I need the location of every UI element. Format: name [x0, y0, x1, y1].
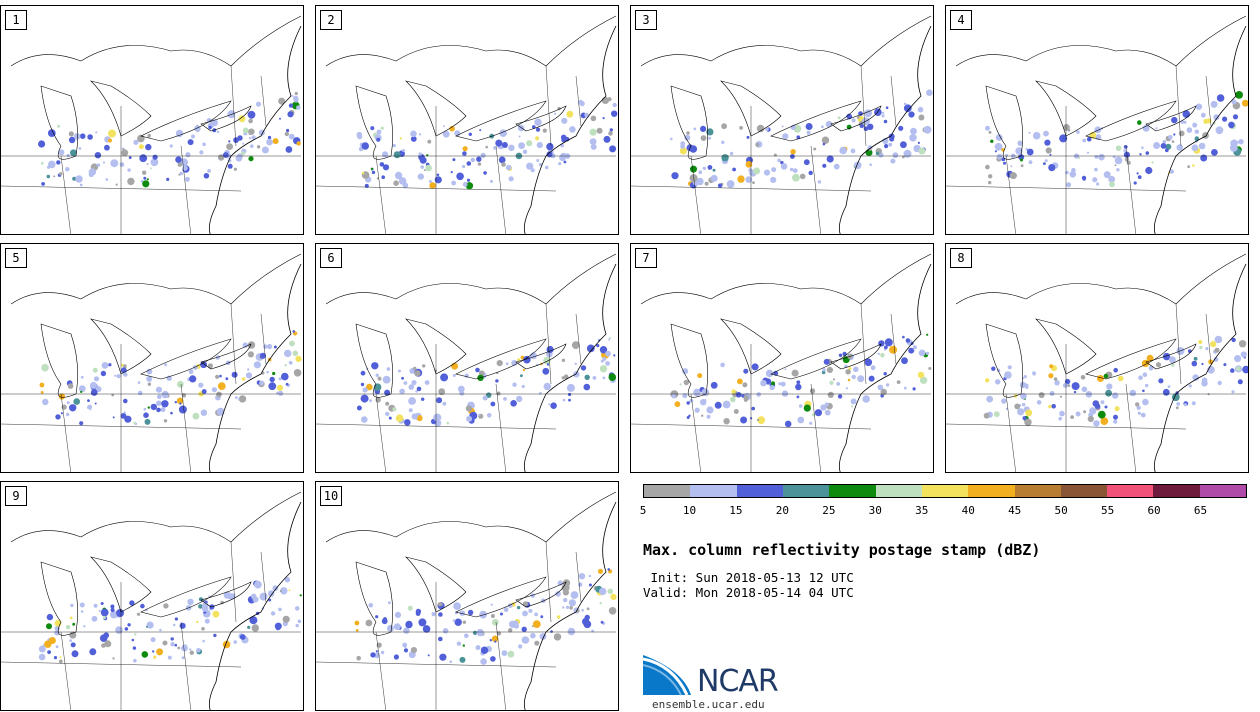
reflectivity-map [631, 253, 932, 472]
panel-label: 3 [635, 10, 657, 30]
map-panel: 4 [945, 5, 1249, 235]
colorbar-swatch [1199, 485, 1247, 497]
panel-label: 2 [320, 10, 342, 30]
reflectivity-map [316, 253, 617, 472]
reflectivity-map [946, 253, 1248, 472]
panel-label: 9 [5, 486, 27, 506]
colorbar-ticks: 5 10 15 20 25 30 35 40 45 50 55 60 65 [639, 504, 1247, 518]
panel-label: 4 [950, 10, 972, 30]
colorbar [643, 484, 1247, 498]
map-panel: 3 [630, 5, 934, 235]
colorbar-tick-label: 65 [1193, 504, 1208, 517]
colorbar-tick-label: 15 [729, 504, 743, 517]
map-panel: 7 [630, 243, 934, 473]
panel-label: 5 [5, 248, 27, 268]
reflectivity-map [1, 491, 302, 710]
colorbar-tick-label: 50 [1054, 504, 1068, 517]
map-panel: 10 [315, 481, 619, 711]
reflectivity-map [1, 15, 302, 234]
colorbar-swatch [1060, 485, 1108, 497]
panel-label: 8 [950, 248, 972, 268]
colorbar-tick-label: 20 [775, 504, 789, 517]
reflectivity-map [631, 15, 933, 234]
ncar-logo-icon [643, 655, 691, 696]
reflectivity-map [316, 15, 618, 234]
colorbar-swatch [782, 485, 830, 497]
colorbar-swatch [921, 485, 969, 497]
colorbar-swatch [1014, 485, 1061, 497]
reflectivity-map [1, 253, 302, 472]
panel-label: 7 [635, 248, 657, 268]
valid-time: Valid: Mon 2018-05-14 04 UTC [643, 585, 854, 600]
colorbar-swatch [875, 485, 922, 497]
ncar-logo-text: NCAR [697, 664, 779, 699]
map-panel: 9 [0, 481, 304, 711]
colorbar-tick-label: 10 [682, 504, 697, 517]
colorbar-tick-label: 40 [961, 504, 975, 517]
reflectivity-map [316, 491, 617, 710]
colorbar-tick-label: 60 [1147, 504, 1161, 517]
colorbar-swatch [1153, 485, 1200, 497]
colorbar-tick-label: 30 [868, 504, 882, 517]
panel-label: 1 [5, 10, 27, 30]
colorbar-tick-label: 35 [915, 504, 929, 517]
colorbar-swatch [968, 485, 1015, 497]
colorbar-swatch [829, 485, 876, 497]
colorbar-tick-label: 45 [1008, 504, 1022, 517]
colorbar-tick-label: 55 [1100, 504, 1115, 517]
map-panel: 5 [0, 243, 304, 473]
colorbar-swatch [1107, 485, 1154, 497]
colorbar-swatch [644, 485, 691, 497]
map-panel: 2 [315, 5, 619, 235]
map-panel: 6 [315, 243, 619, 473]
colorbar-tick-label: 5 [639, 504, 647, 517]
map-panel: 8 [945, 243, 1249, 473]
colorbar-tick-label: 25 [822, 504, 836, 517]
colorbar-swatch [690, 485, 737, 497]
reflectivity-map [946, 15, 1248, 234]
map-panel: 1 [0, 5, 304, 235]
plot-title: Max. column reflectivity postage stamp (… [643, 541, 1041, 559]
panel-label: 10 [320, 486, 342, 506]
panel-label: 6 [320, 248, 342, 268]
site-url: ensemble.ucar.edu [652, 698, 765, 711]
colorbar-swatch [736, 485, 783, 497]
init-time: Init: Sun 2018-05-13 12 UTC [643, 570, 854, 585]
